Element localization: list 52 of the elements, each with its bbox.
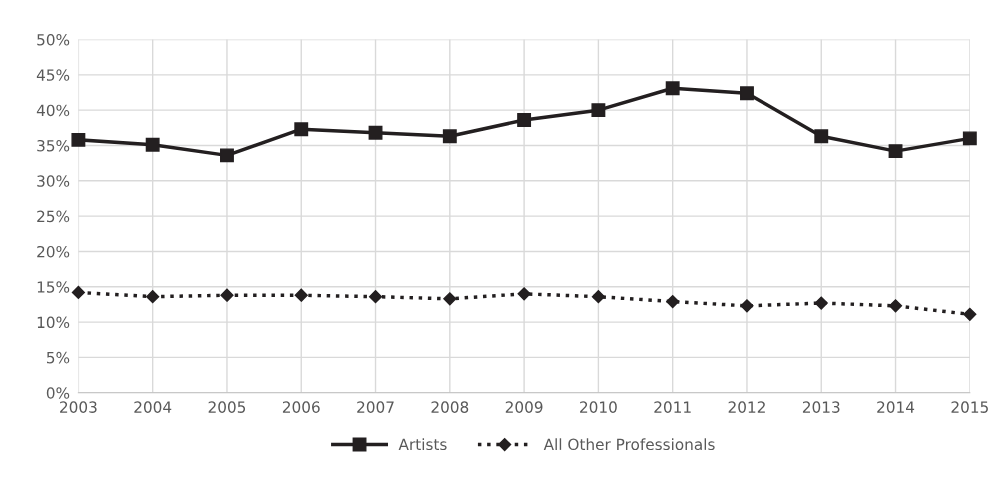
x-tick-label: 2009	[505, 401, 543, 413]
point	[220, 288, 234, 302]
legend-label: Artists	[398, 438, 447, 451]
point	[71, 285, 85, 300]
point	[517, 113, 532, 127]
point	[591, 290, 605, 304]
x-tick-label: 2007	[357, 401, 394, 413]
y-tick-label: 35%	[37, 139, 70, 152]
y-tick-label: 15%	[37, 281, 70, 293]
x-tick-label: 2010	[580, 401, 617, 413]
y-tick-label: 30%	[37, 175, 70, 187]
point	[740, 299, 754, 313]
point	[814, 296, 828, 310]
y-tick-label: 45%	[36, 69, 70, 81]
x-tick-label: 2012	[728, 401, 765, 413]
x-tick-label: 2015	[951, 401, 988, 413]
point	[888, 144, 903, 159]
legend-label: All Other Professionals	[543, 438, 715, 451]
point	[591, 103, 606, 118]
point	[220, 148, 234, 163]
point	[666, 295, 680, 309]
y-tick-label: 10%	[37, 316, 70, 329]
y-tick-label: 0%	[46, 387, 70, 399]
point	[145, 137, 160, 152]
point	[962, 131, 977, 146]
point	[740, 86, 754, 101]
y-tick-label: 50%	[37, 33, 70, 46]
y-tick-label: 5%	[47, 351, 70, 364]
point	[368, 125, 383, 140]
point	[963, 307, 977, 321]
y-tick-label: 25%	[37, 210, 70, 223]
point	[294, 288, 308, 302]
point	[517, 287, 531, 301]
point	[443, 292, 457, 306]
point	[888, 299, 903, 313]
y-tick-label: 20%	[37, 245, 70, 258]
point	[665, 81, 680, 96]
x-tick-label: 2014	[877, 401, 915, 413]
point	[368, 290, 383, 304]
point	[442, 129, 457, 144]
point	[146, 290, 160, 304]
x-tick-label: 2004	[134, 401, 172, 413]
x-tick-label: 2005	[208, 401, 246, 413]
point	[294, 122, 309, 137]
point	[71, 132, 86, 147]
x-tick-label: 2011	[654, 401, 691, 413]
x-tick-label: 2003	[60, 401, 97, 413]
x-tick-label: 2013	[802, 401, 840, 413]
y-tick-label: 40%	[36, 104, 70, 117]
x-tick-label: 2008	[431, 401, 469, 413]
point	[814, 129, 829, 144]
x-tick-label: 2006	[282, 401, 320, 413]
